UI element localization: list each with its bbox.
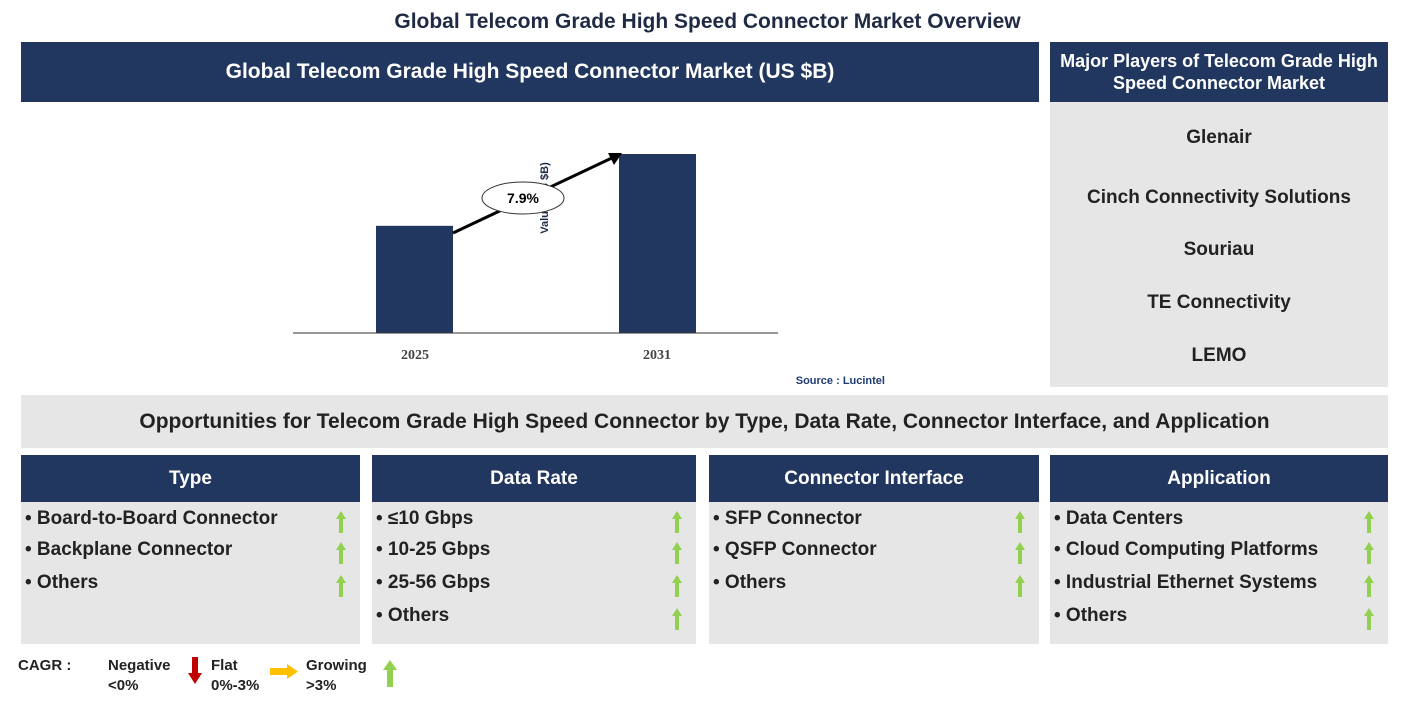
- arrow-right-yellow-icon: [270, 664, 298, 679]
- arrow-up-green-icon: [1364, 575, 1374, 597]
- cagr-bubble: [481, 181, 565, 215]
- legend-growing-range: >3%: [306, 677, 337, 694]
- column-body: • Board-to-Board Connector • Backplane Co…: [21, 502, 360, 644]
- list-item: • Others: [1054, 605, 1128, 626]
- arrow-up-green-icon: [1364, 608, 1374, 630]
- arrow-up-green-icon: [383, 660, 397, 687]
- page-title: Global Telecom Grade High Speed Connecto…: [394, 10, 1021, 33]
- arrow-up-green-icon: [1015, 542, 1025, 564]
- player-item: TE Connectivity: [1147, 292, 1291, 313]
- cagr-label: 7.9%: [507, 190, 539, 206]
- arrow-up-green-icon: [672, 542, 682, 564]
- legend-cagr-label: CAGR :: [18, 657, 72, 674]
- legend-negative-range: <0%: [108, 677, 139, 694]
- column-body: • SFP Connector • QSFP Connector • Others: [709, 502, 1039, 644]
- arrow-up-green-icon: [336, 575, 346, 597]
- arrow-down-red-icon: [188, 657, 202, 684]
- arrow-up-green-icon: [336, 511, 346, 533]
- bar-chart: Value (US $B) 7.9% 2025 2031 Source : Lu…: [293, 153, 885, 387]
- player-item: Glenair: [1186, 127, 1252, 148]
- column-header: Application: [1050, 455, 1388, 502]
- list-item: • Cloud Computing Platforms: [1054, 539, 1319, 560]
- list-item: • ≤10 Gbps: [376, 508, 474, 529]
- legend-growing: Growing >3%: [306, 656, 367, 696]
- legend-flat-range: 0%-3%: [211, 677, 260, 694]
- list-item: • Data Centers: [1054, 508, 1184, 529]
- arrow-up-green-icon: [1015, 575, 1025, 597]
- growth-arrowhead: [608, 153, 622, 165]
- list-item: • Others: [713, 572, 787, 593]
- chart-header: Global Telecom Grade High Speed Connecto…: [21, 42, 1039, 102]
- list-item: • 25-56 Gbps: [376, 572, 491, 593]
- column-header: Data Rate: [372, 455, 696, 502]
- legend-negative: Negative <0%: [108, 656, 171, 696]
- list-item: • Industrial Ethernet Systems: [1054, 572, 1318, 593]
- arrow-up-green-icon: [672, 511, 682, 533]
- bar-2025: [376, 225, 453, 333]
- x-tick-label: 2031: [643, 348, 671, 363]
- arrow-up-green-icon: [1015, 511, 1025, 533]
- legend-flat: Flat 0%-3%: [211, 656, 259, 696]
- bar-2031: [619, 154, 696, 333]
- opportunities-banner: Opportunities for Telecom Grade High Spe…: [21, 395, 1388, 448]
- list-item: • QSFP Connector: [713, 539, 877, 560]
- x-tick-label: 2025: [401, 348, 429, 363]
- players-header: Major Players of Telecom Grade High Spee…: [1050, 42, 1388, 102]
- legend-flat-label: Flat: [211, 657, 238, 674]
- list-item: • Others: [376, 605, 450, 626]
- players-list: Glenair Cinch Connectivity Solutions Sou…: [1050, 102, 1388, 387]
- legend-negative-label: Negative: [108, 657, 171, 674]
- arrow-up-green-icon: [336, 542, 346, 564]
- list-item: • Board-to-Board Connector: [25, 508, 278, 529]
- column-header: Connector Interface: [709, 455, 1039, 502]
- arrow-up-green-icon: [1364, 511, 1374, 533]
- list-item: • 10-25 Gbps: [376, 539, 491, 560]
- column-body: • ≤10 Gbps • 10-25 Gbps • 25-56 Gbps • Othe…: [372, 502, 696, 644]
- list-item: • Others: [25, 572, 99, 593]
- arrow-up-green-icon: [1364, 542, 1374, 564]
- arrow-up-green-icon: [672, 608, 682, 630]
- list-item: • SFP Connector: [713, 508, 862, 529]
- column-body: • Data Centers • Cloud Computing Platform…: [1050, 502, 1388, 644]
- legend-growing-label: Growing: [306, 657, 367, 674]
- source-label: Source : Lucintel: [796, 375, 885, 387]
- arrow-up-green-icon: [672, 575, 682, 597]
- player-item: Cinch Connectivity Solutions: [1087, 187, 1351, 208]
- list-item: • Backplane Connector: [25, 539, 233, 560]
- player-item: Souriau: [1183, 239, 1255, 260]
- player-item: LEMO: [1191, 345, 1247, 366]
- column-header: Type: [21, 455, 360, 502]
